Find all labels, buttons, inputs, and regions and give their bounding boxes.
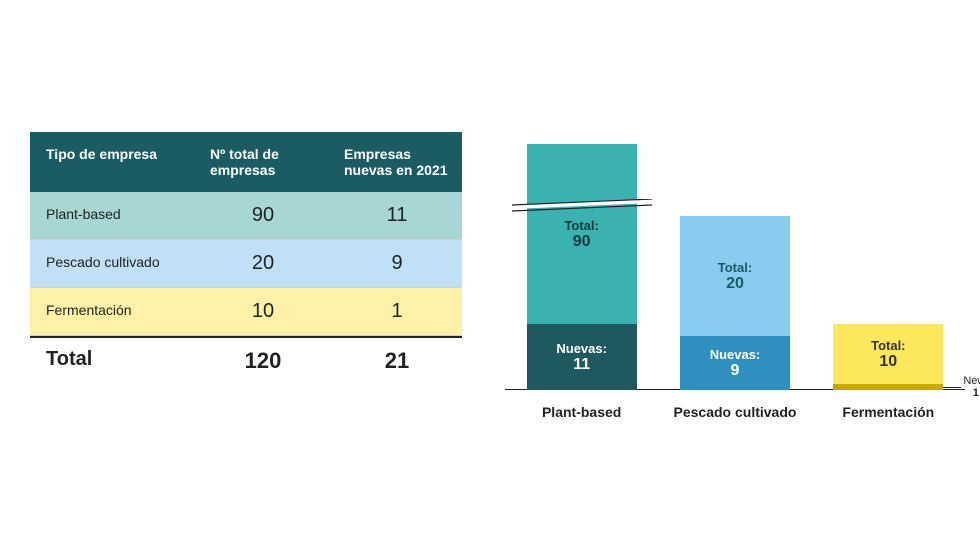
annotation-leader-line [943,387,961,388]
bar-fermentacion: Total: 10 [818,324,958,390]
row-nuevas: 11 [328,192,462,239]
annotation-label: New: [963,375,980,387]
bar-segment-nuevas [833,384,943,390]
row-total: 90 [194,192,328,239]
total-nuevas: 21 [328,338,462,384]
bar-segment-nuevas: Nuevas: 9 [680,336,790,390]
bar-segment-total: Total: 20 [680,216,790,336]
bar-segment-nuevas: Nuevas: 11 [527,324,637,390]
row-label: Pescado cultivado [30,240,194,287]
segment-value: 10 [833,353,943,371]
annotation-value: 1 [973,387,979,399]
segment-label: Total: [833,338,943,353]
bar-segment-total: Total: 90 [527,144,637,324]
segment-value: 90 [527,233,637,251]
table-row: Fermentación 10 1 [30,288,462,336]
table-row: Plant-based 90 11 [30,192,462,240]
segment-value: 20 [680,275,790,293]
segment-label: Total: [680,260,790,275]
bars-container: Nuevas: 11 Total: 90 Nuevas: 9 Total: 20 [505,130,965,390]
row-label: Fermentación [30,288,194,335]
x-axis-labels: Plant-based Pescado cultivado Fermentaci… [505,404,965,420]
row-nuevas: 9 [328,240,462,287]
table-header: Tipo de empresa Nº total de empresas Emp… [30,132,462,192]
x-label: Pescado cultivado [665,404,805,420]
segment-value: 11 [527,356,637,374]
data-table: Tipo de empresa Nº total de empresas Emp… [30,132,462,384]
bar-segment-total: Total: 10 [833,324,943,384]
total-label: Total [30,338,194,384]
segment-label: Total: [527,218,637,233]
bar-plant-based: Nuevas: 11 Total: 90 [512,144,652,390]
x-label: Fermentación [818,404,958,420]
total-total: 120 [194,338,328,384]
x-label: Plant-based [512,404,652,420]
row-label: Plant-based [30,192,194,239]
stacked-bar-chart: Nuevas: 11 Total: 90 Nuevas: 9 Total: 20 [505,100,965,430]
header-tipo: Tipo de empresa [30,132,194,192]
row-nuevas: 1 [328,288,462,335]
row-total: 20 [194,240,328,287]
annotation-new: New: 1 [963,375,980,399]
segment-value: 9 [680,362,790,380]
header-nuevas: Empresas nuevas en 2021 [328,132,462,192]
segment-label: Nuevas: [680,347,790,362]
row-total: 10 [194,288,328,335]
segment-label: Nuevas: [527,341,637,356]
table-row: Pescado cultivado 20 9 [30,240,462,288]
header-total: Nº total de empresas [194,132,328,192]
bar-pescado: Nuevas: 9 Total: 20 [665,216,805,390]
table-total-row: Total 120 21 [30,336,462,384]
